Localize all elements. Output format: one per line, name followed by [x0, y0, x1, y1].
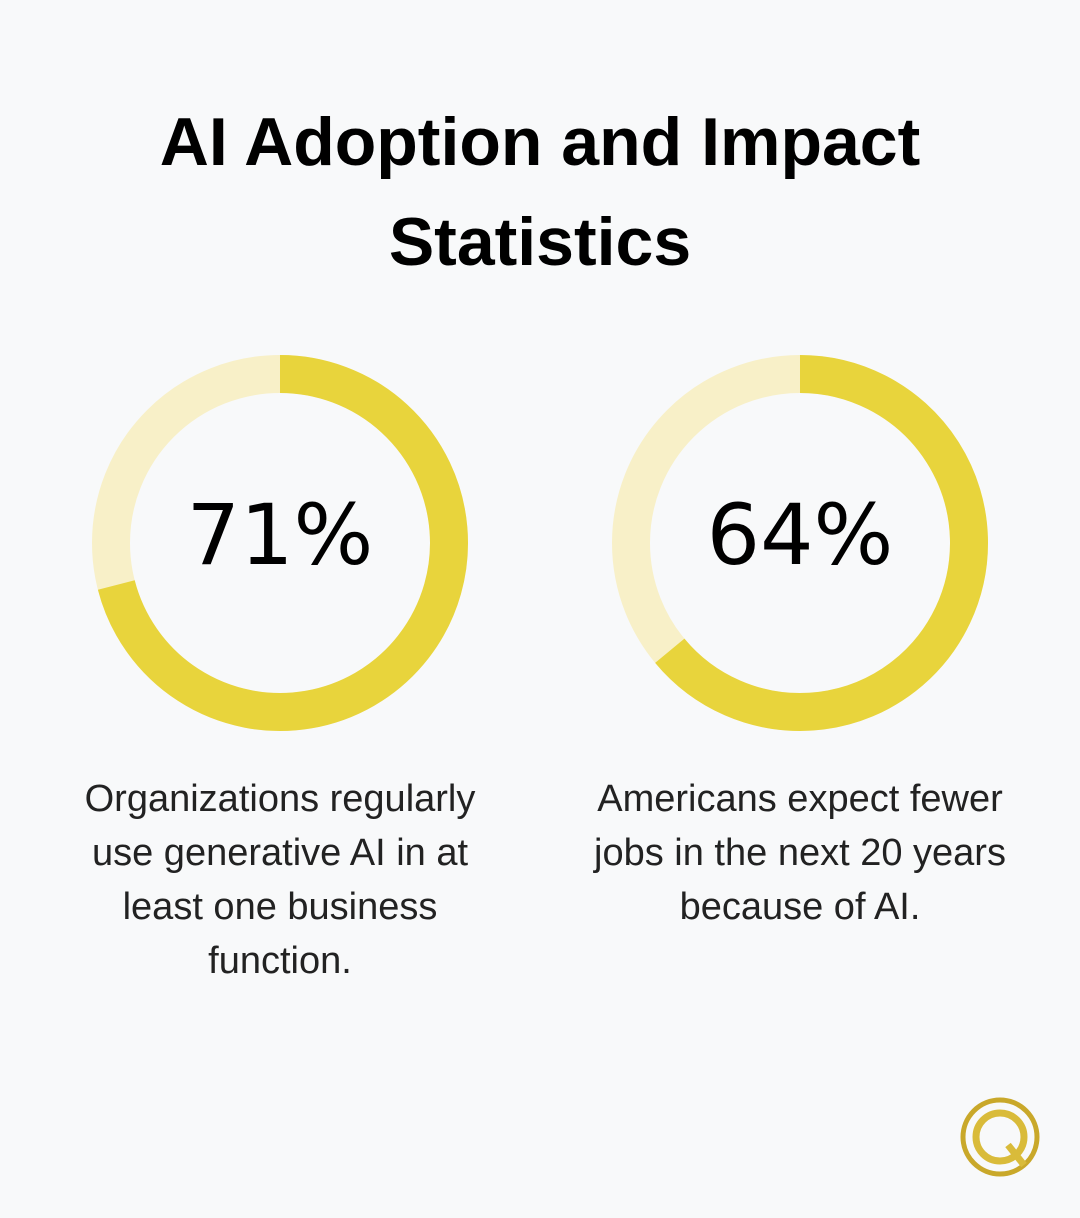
logo — [960, 1097, 1040, 1177]
caption: Organizations regularly use generative A… — [84, 778, 476, 982]
title: AI Adoption and Impact Statistics — [159, 104, 921, 280]
logo-ring — [960, 1097, 1040, 1177]
donut-arc — [655, 355, 988, 731]
value-label: 64% — [707, 486, 894, 584]
caption: Americans expect fewer jobs in the next … — [594, 778, 1006, 928]
logo-q-tail — [1005, 1142, 1027, 1168]
logo-q — [972, 1109, 1028, 1165]
value-label: 71% — [187, 486, 374, 584]
donut-arc — [97, 355, 468, 731]
